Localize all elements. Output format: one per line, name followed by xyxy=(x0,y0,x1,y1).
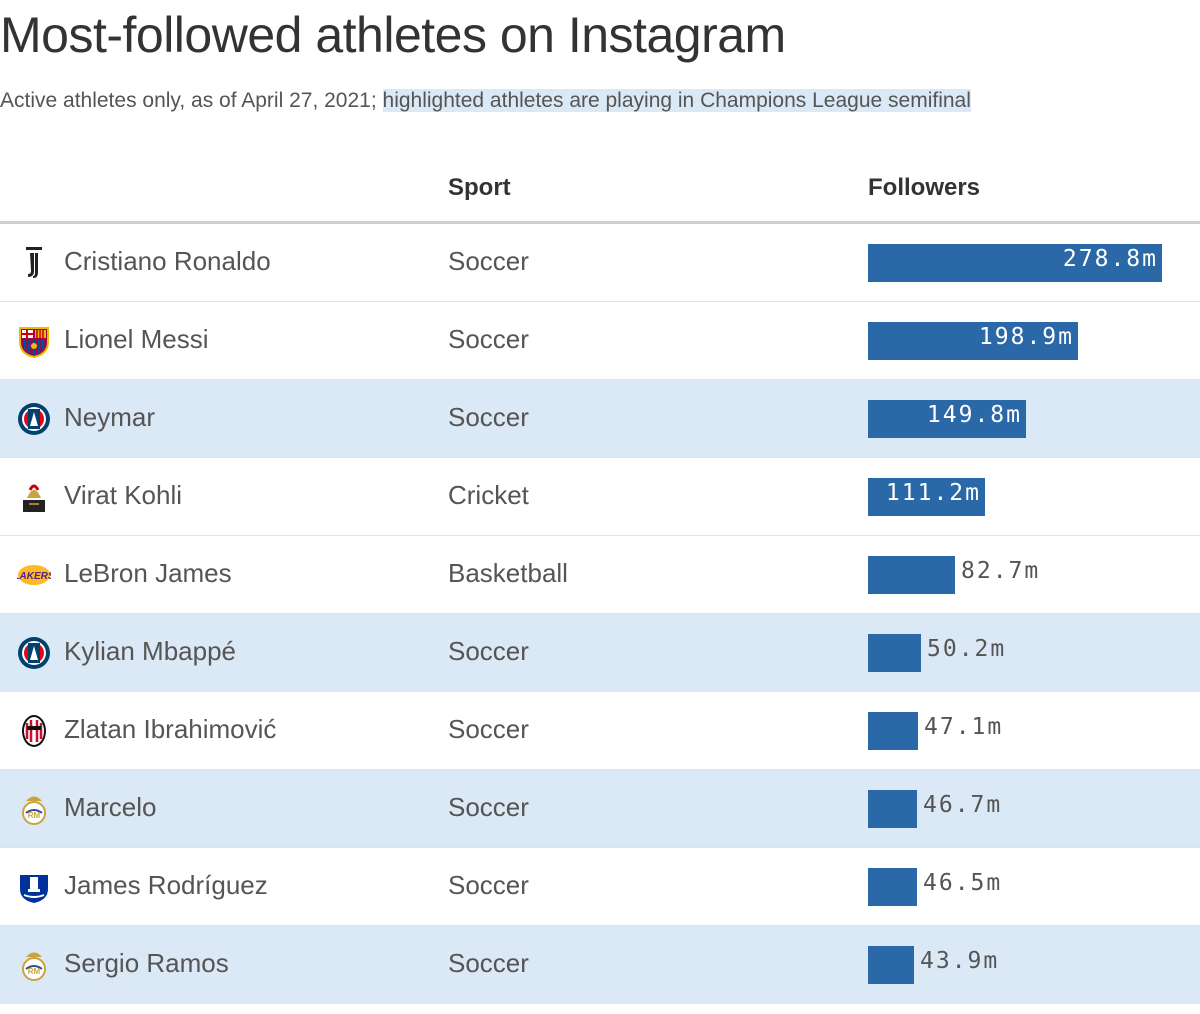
followers-bar xyxy=(868,868,917,906)
real-madrid-logo-icon: RM xyxy=(17,792,51,826)
followers-bar xyxy=(868,322,1078,360)
svg-text:RM: RM xyxy=(28,811,41,820)
followers-value-label: 82.7m xyxy=(961,558,1041,584)
athlete-name: Virat Kohli xyxy=(64,480,183,510)
table-row: Kylian Mbappé Soccer 50.2m xyxy=(0,614,1200,692)
athlete-name: Marcelo xyxy=(64,792,157,822)
athlete-sport: Soccer xyxy=(448,246,529,276)
table-row: James Rodríguez Soccer 46.5m xyxy=(0,848,1200,926)
athlete-name: Neymar xyxy=(64,402,156,432)
followers-value-label: 111.2m xyxy=(885,480,981,506)
table-header: Sport Followers xyxy=(0,150,1200,224)
athlete-name: Sergio Ramos xyxy=(64,948,229,978)
athlete-name: LeBron James xyxy=(64,558,232,588)
column-header-sport: Sport xyxy=(448,174,511,201)
athlete-sport: Soccer xyxy=(448,792,529,822)
column-header-followers: Followers xyxy=(868,174,981,201)
ac-milan-logo-icon xyxy=(17,714,51,748)
chart-title: Most-followed athletes on Instagram xyxy=(0,7,786,63)
followers-bar xyxy=(868,712,918,750)
athlete-sport: Soccer xyxy=(448,402,529,432)
followers-bar xyxy=(868,556,955,594)
table-row: Cristiano Ronaldo Soccer 278.8m xyxy=(0,224,1200,302)
psg-logo-icon xyxy=(17,402,51,436)
followers-bar xyxy=(868,244,1162,282)
table-row: Neymar Soccer 149.8m xyxy=(0,380,1200,458)
table-row: LAKERS LeBron James Basketball 82.7m xyxy=(0,536,1200,614)
real-madrid-logo-icon: RM xyxy=(17,948,51,982)
table-row: Virat Kohli Cricket 111.2m xyxy=(0,458,1200,536)
athlete-sport: Soccer xyxy=(448,948,529,978)
chart-subtitle: Active athletes only, as of April 27, 20… xyxy=(0,89,971,113)
everton-logo-icon xyxy=(17,870,51,904)
psg-logo-icon xyxy=(17,636,51,670)
lakers-logo-icon: LAKERS xyxy=(13,558,55,592)
followers-value-label: 47.1m xyxy=(924,714,1004,740)
table-row: Zlatan Ibrahimović Soccer 47.1m xyxy=(0,692,1200,770)
subtitle-highlight-text: highlighted athletes are playing in Cham… xyxy=(382,89,971,112)
juventus-logo-icon xyxy=(17,246,51,280)
followers-value-label: 46.5m xyxy=(923,870,1003,896)
followers-value-label: 278.8m xyxy=(1062,246,1158,272)
table-row: RM Marcelo Soccer 46.7m xyxy=(0,770,1200,848)
table-row: Lionel Messi Soccer 198.9m xyxy=(0,302,1200,380)
athlete-sport: Soccer xyxy=(448,324,529,354)
followers-value-label: 43.9m xyxy=(920,948,1000,974)
followers-bar xyxy=(868,790,917,828)
followers-value-label: 46.7m xyxy=(923,792,1003,818)
svg-text:LAKERS: LAKERS xyxy=(17,571,51,582)
athlete-sport: Soccer xyxy=(448,636,529,666)
athlete-name: Lionel Messi xyxy=(64,324,209,354)
svg-text:RM: RM xyxy=(28,967,41,976)
athlete-sport: Soccer xyxy=(448,870,529,900)
table-row: RM Sergio Ramos Soccer 43.9m xyxy=(0,926,1200,1004)
athlete-name: Kylian Mbappé xyxy=(64,636,236,666)
followers-bar xyxy=(868,946,914,984)
athlete-sport: Soccer xyxy=(448,714,529,744)
rcb-logo-icon xyxy=(17,480,51,514)
followers-bar xyxy=(868,400,1026,438)
athlete-sport: Basketball xyxy=(448,558,568,588)
followers-bar xyxy=(868,478,985,516)
followers-bar xyxy=(868,634,921,672)
athlete-name: James Rodríguez xyxy=(64,870,268,900)
followers-value-label: 50.2m xyxy=(927,636,1007,662)
followers-value-label: 198.9m xyxy=(978,324,1074,350)
followers-value-label: 149.8m xyxy=(926,402,1022,428)
table-body: Cristiano Ronaldo Soccer 278.8m Lionel Mess… xyxy=(0,224,1200,1004)
athlete-name: Cristiano Ronaldo xyxy=(64,246,271,276)
subtitle-text: Active athletes only, as of April 27, 20… xyxy=(0,89,383,112)
barcelona-logo-icon xyxy=(17,324,51,359)
athlete-sport: Cricket xyxy=(448,480,529,510)
athlete-name: Zlatan Ibrahimović xyxy=(64,714,277,744)
